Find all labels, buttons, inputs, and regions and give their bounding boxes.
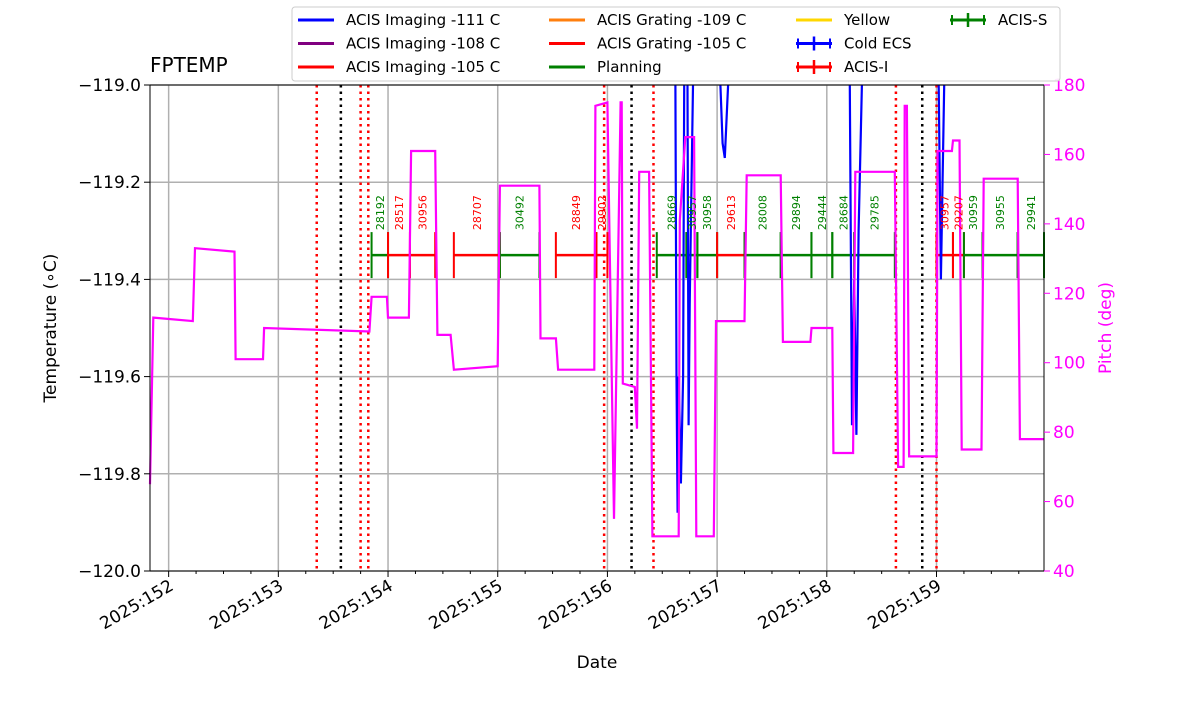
obsid-label: 28669 — [666, 195, 679, 230]
obsid-bars — [370, 232, 1045, 279]
legend-label: Cold ECS — [844, 35, 912, 53]
y-tick-label: −119.2 — [78, 173, 141, 193]
obsid-label: 29444 — [816, 195, 829, 230]
pitch-line — [148, 100, 1044, 538]
y-axis-label: Temperature (∘C) — [41, 254, 61, 404]
cold-ecs-trace — [719, 84, 730, 159]
obsid-label: 28192 — [374, 195, 387, 230]
x-tick-label: 2025:155 — [426, 576, 507, 634]
obsid-label: 29785 — [869, 195, 882, 230]
legend-label: ACIS-I — [844, 58, 888, 76]
plot-frame — [149, 84, 1045, 572]
obsid-label: 29941 — [1025, 195, 1038, 230]
axes: 2025:152 2025:153 2025:154 2025:155 2025:156… — [78, 76, 1085, 634]
legend-label: ACIS-S — [998, 11, 1047, 29]
cold-ecs-trace — [848, 84, 863, 435]
y-tick-label: −119.0 — [78, 76, 141, 96]
legend-label: Yellow — [843, 11, 890, 29]
y2-tick-label: 180 — [1053, 76, 1085, 96]
y2-tick-label: 120 — [1053, 284, 1085, 304]
obsid-label: 30958 — [701, 195, 714, 230]
y2-tick-label: 140 — [1053, 215, 1085, 235]
legend-label: ACIS Imaging -105 C — [346, 58, 500, 76]
obsid-label: 29613 — [725, 195, 738, 230]
obsid-label: 30492 — [514, 195, 527, 230]
y2-tick-label: 40 — [1053, 562, 1075, 582]
obsid-label: 28684 — [837, 195, 850, 230]
y2-tick-label: 60 — [1053, 493, 1075, 513]
obsid-labels: 28192 28517 30956 28707 30492 28849 29902 28669… — [374, 195, 1038, 230]
x-tick-label: 2025:159 — [864, 576, 945, 634]
event-lines — [315, 85, 938, 571]
legend-label: ACIS Imaging -108 C — [346, 35, 500, 53]
legend-label: ACIS Grating -109 C — [597, 11, 746, 29]
x-tick-label: 2025:156 — [535, 576, 616, 634]
obsid-label: 30955 — [994, 195, 1007, 230]
y2-axis-label: Pitch (deg) — [1096, 282, 1116, 374]
legend-label: Planning — [597, 58, 662, 76]
chart-title: FPTEMP — [150, 53, 228, 77]
legend-label: ACIS Grating -105 C — [597, 35, 746, 53]
obsid-label: 28008 — [757, 195, 770, 230]
y-tick-label: −119.4 — [78, 270, 141, 290]
obsid-label: 30959 — [967, 195, 980, 230]
obsid-label: 29894 — [790, 195, 803, 230]
x-tick-label: 2025:158 — [755, 576, 836, 634]
y2-tick-label: 80 — [1053, 423, 1075, 443]
legend: ACIS Imaging -111 C ACIS Imaging -108 C AC… — [291, 6, 1061, 82]
x-tick-label: 2025:153 — [206, 576, 287, 634]
cold-ecs-trace — [937, 84, 946, 280]
y2-tick-label: 160 — [1053, 145, 1085, 165]
y-tick-label: −119.8 — [78, 465, 141, 485]
cold-ecs-trace — [686, 84, 695, 426]
obsid-label: 28707 — [471, 195, 484, 230]
obsid-label: 29902 — [596, 195, 609, 230]
x-tick-label: 2025:157 — [645, 576, 726, 634]
y-tick-label: −120.0 — [78, 562, 141, 582]
obsid-label: 29207 — [952, 195, 965, 230]
obsid-label: 30957 — [686, 195, 699, 230]
y2-tick-label: 100 — [1053, 354, 1085, 374]
obsid-label: 30956 — [417, 195, 430, 230]
x-tick-label: 2025:154 — [316, 576, 397, 634]
obsid-label: 30957 — [939, 195, 952, 230]
legend-label: ACIS Imaging -111 C — [346, 11, 500, 29]
x-axis-label: Date — [577, 653, 618, 673]
y-tick-label: −119.6 — [78, 368, 141, 388]
legend-box — [291, 6, 1061, 82]
obsid-label: 28517 — [393, 195, 406, 230]
obsid-label: 28849 — [570, 195, 583, 230]
pitch-series — [148, 100, 1044, 538]
x-tick-label: 2025:152 — [97, 576, 178, 634]
